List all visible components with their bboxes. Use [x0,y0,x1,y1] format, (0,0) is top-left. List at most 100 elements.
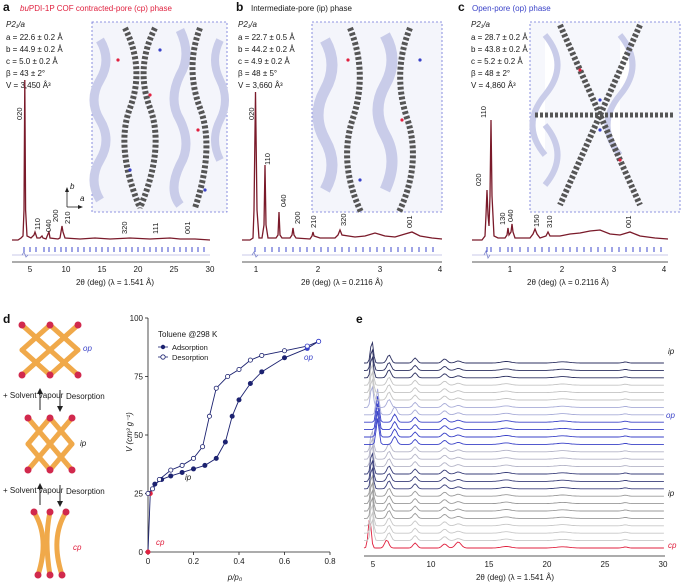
panel-a-title: buPDI-1P COF contracted-pore (cp) phase [20,4,172,13]
panel-a-letter: a [3,0,10,14]
panel-c-xlabel: 2θ (deg) (λ = 0.2116 Å) [527,278,609,287]
pattern-trace [364,451,664,475]
peak-label: 001 [183,221,192,234]
axis-a-label: a [80,194,85,203]
adsorption-point [281,355,287,361]
panel-b-param: a = 22.7 ± 0.5 Å [238,33,295,42]
tick-label: 3 [612,265,617,274]
step-add-label: + Solvent vapour [3,391,64,400]
panel-a-param-b: b = 44.9 ± 0.2 Å [6,45,63,54]
panel-a-param-c: c = 5.0 ± 0.2 Å [6,57,58,66]
panel-c-param: V = 4,860 Å³ [471,81,516,90]
iso-series [145,338,322,555]
panel-b-param: V = 3,660 Å³ [238,81,283,90]
pattern-trace [364,410,664,438]
peak-label: 020 [247,107,256,120]
panel-c-param: a = 28.7 ± 0.2 Å [471,33,528,42]
right-label-ip: ip [668,347,675,356]
tick-label: 15 [485,560,494,569]
panel-d-letter: d [3,312,10,326]
panel-a-pattern [12,79,211,241]
iso-op-annotation: op [304,353,313,362]
pattern-trace [363,520,664,549]
panel-a-xticks: 5 10 15 20 25 30 [28,265,215,274]
panel-b-param: b = 44.2 ± 0.2 Å [238,45,295,54]
op-scissor-diagram [19,322,81,378]
panel-b-xlabel: 2θ (deg) (λ = 0.2116 Å) [301,278,383,287]
desorption-line [147,340,319,494]
iso-xtick-label: 0.6 [279,557,291,566]
panel-d: d op + Solvent vapour Desorption ip + So… [3,312,336,582]
panel-c: c Open-pore (op) phase P2₁/a a = 28.7 ± … [458,0,681,287]
legend-adsorption: Adsorption [172,343,208,352]
desorption-point [304,343,310,349]
tick-label: 10 [427,560,436,569]
pattern-trace [364,503,664,527]
iso-ytick-label: 100 [130,314,144,323]
op-structure-image [529,21,681,213]
panel-e-xlabel: 2θ (deg) (λ = 1.541 Å) [476,573,554,582]
panel-c-xticks: 1 2 3 4 [508,265,667,274]
peak-label: 040 [506,209,515,222]
peak-label: 110 [263,153,272,165]
panel-b: b Intermediate-pore (ip) phase P2₁/a a =… [236,0,443,287]
peak-label: 150 [532,214,541,227]
panel-a-reflection-ticks [23,247,205,252]
pattern-trace [364,348,664,371]
tick-label: 25 [601,560,610,569]
panel-c-reflection-ticks [486,247,662,252]
adsorption-point [213,455,219,461]
pattern-trace [364,429,664,453]
iso-ytick-label: 0 [139,548,144,557]
desorption-point [236,366,242,372]
desorption-point [316,338,322,344]
adsorption-point [259,369,265,375]
panel-a: a buPDI-1P COF contracted-pore (cp) phas… [3,0,229,287]
iso-xtick-label: 0.8 [324,557,336,566]
desorption-point [225,373,231,379]
iso-ytick-label: 50 [134,431,143,440]
panel-c-peak-labels: 110 020 130 040 150 310 001 [474,106,633,228]
desorption-point [200,444,206,450]
tick-label: 2 [316,265,321,274]
panel-a-spacegroup: P2₁/a [6,20,26,29]
panel-e-letter: e [356,312,363,326]
panel-b-param: c = 4.9 ± 0.2 Å [238,57,290,66]
pattern-trace [364,363,664,386]
tick-label: 4 [662,265,667,274]
panel-b-xticks: 1 2 3 4 [254,265,443,274]
peak-label: 110 [33,218,42,230]
tick-label: 4 [438,265,443,274]
pattern-trace [364,481,664,505]
adsorption-point [190,466,196,472]
panel-b-title: Intermediate-pore (ip) phase [251,4,352,13]
pattern-trace [364,403,664,431]
iso-ylabel: V (cm³ g⁻¹) [125,412,134,452]
iso-xtick-label: 0 [146,557,151,566]
tick-label: 20 [543,560,552,569]
pattern-trace [364,437,664,460]
pattern-trace [364,377,664,401]
pattern-trace [364,511,664,534]
pattern-trace [364,496,664,519]
step-add-label-2: + Solvent vapour [3,486,64,495]
iso-xtick-label: 0.4 [233,557,245,566]
peak-label: 210 [309,215,318,228]
desorption-point [179,462,185,468]
desorption-point [145,490,151,496]
axis-indicator: b a [65,182,85,209]
tick-label: 2 [560,265,565,274]
tick-label: 25 [170,265,179,274]
iso-cp-annotation: cp [156,538,165,547]
panel-a-param-a: a = 22.6 ± 0.2 Å [6,33,63,42]
pattern-trace [364,370,664,394]
step-desorb-label-2: Desorption [66,487,105,496]
adsorption-point [202,462,208,468]
panel-c-param: c = 5.2 ± 0.2 Å [471,57,523,66]
panel-c-letter: c [458,0,465,14]
cp-structure-image [89,21,229,213]
pattern-trace [364,388,664,416]
adsorption-point [247,381,253,387]
